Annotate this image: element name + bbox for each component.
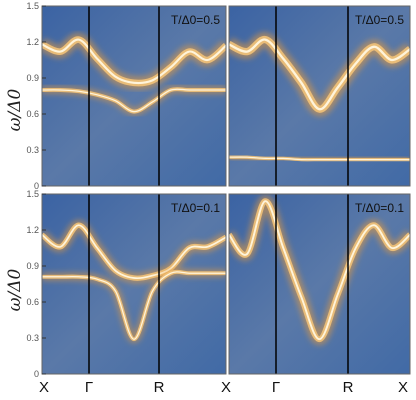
band-core-1 xyxy=(229,156,410,161)
temperature-label: T/Δ0=0.5 xyxy=(171,13,220,27)
y-axis-label-bottom: ω/Δ0 xyxy=(5,268,25,311)
temperature-label: T/Δ0=0.1 xyxy=(171,201,220,215)
x-tick-label: X xyxy=(398,379,408,396)
y-tick-label: 0.6 xyxy=(26,297,39,307)
y-tick-label: 1.2 xyxy=(26,225,39,235)
panel-frame xyxy=(41,193,227,375)
panel-top-left: T/Δ0=0.5 0 0.3 0.6 0.9 1.2 1.5 xyxy=(26,1,227,191)
panel-frame xyxy=(228,5,411,187)
y-tick-label: 0.3 xyxy=(26,145,39,155)
x-tick-label: R xyxy=(154,379,165,396)
y-tick-label: 0.9 xyxy=(26,73,39,83)
panel-bottom-right: T/Δ0=0.1 xyxy=(228,193,411,375)
temperature-label: T/Δ0=0.5 xyxy=(355,13,404,27)
band-core-0 xyxy=(229,38,410,111)
y-tick-label: 0 xyxy=(34,181,39,191)
x-tick-labels-left: X Γ R X xyxy=(39,379,231,396)
y-axis-label-top: ω/Δ0 xyxy=(5,88,25,131)
x-tick-label: X xyxy=(39,379,49,396)
x-tick-label: Γ xyxy=(272,379,280,396)
panel-top-right: T/Δ0=0.5 xyxy=(228,5,411,187)
x-tick-label: X xyxy=(221,379,231,396)
panel-background xyxy=(42,6,226,186)
band-core-1 xyxy=(42,88,226,113)
temperature-label: T/Δ0=0.1 xyxy=(355,201,404,215)
y-tick-label: 1.5 xyxy=(26,1,39,11)
y-tick-label: 0 xyxy=(34,369,39,379)
x-tick-label: R xyxy=(343,379,354,396)
band-core-1 xyxy=(42,271,226,340)
panel-background xyxy=(42,194,226,374)
band-core-0 xyxy=(42,38,226,85)
y-tick-label: 1.2 xyxy=(26,37,39,47)
band-core-0 xyxy=(42,224,226,280)
x-tick-label: Γ xyxy=(85,379,93,396)
y-tick-label: 1.5 xyxy=(26,189,39,199)
panel-frame xyxy=(228,193,411,375)
y-tick-label: 0.3 xyxy=(26,333,39,343)
band-core-0 xyxy=(229,200,410,341)
x-tick-labels-right: Γ R X xyxy=(272,379,408,396)
y-tick-label: 0.6 xyxy=(26,109,39,119)
y-tick-label: 0.9 xyxy=(26,261,39,271)
panel-frame xyxy=(41,5,227,187)
panel-bottom-left: T/Δ0=0.1 0 0.3 0.6 0.9 1.2 1.5 xyxy=(26,189,227,379)
